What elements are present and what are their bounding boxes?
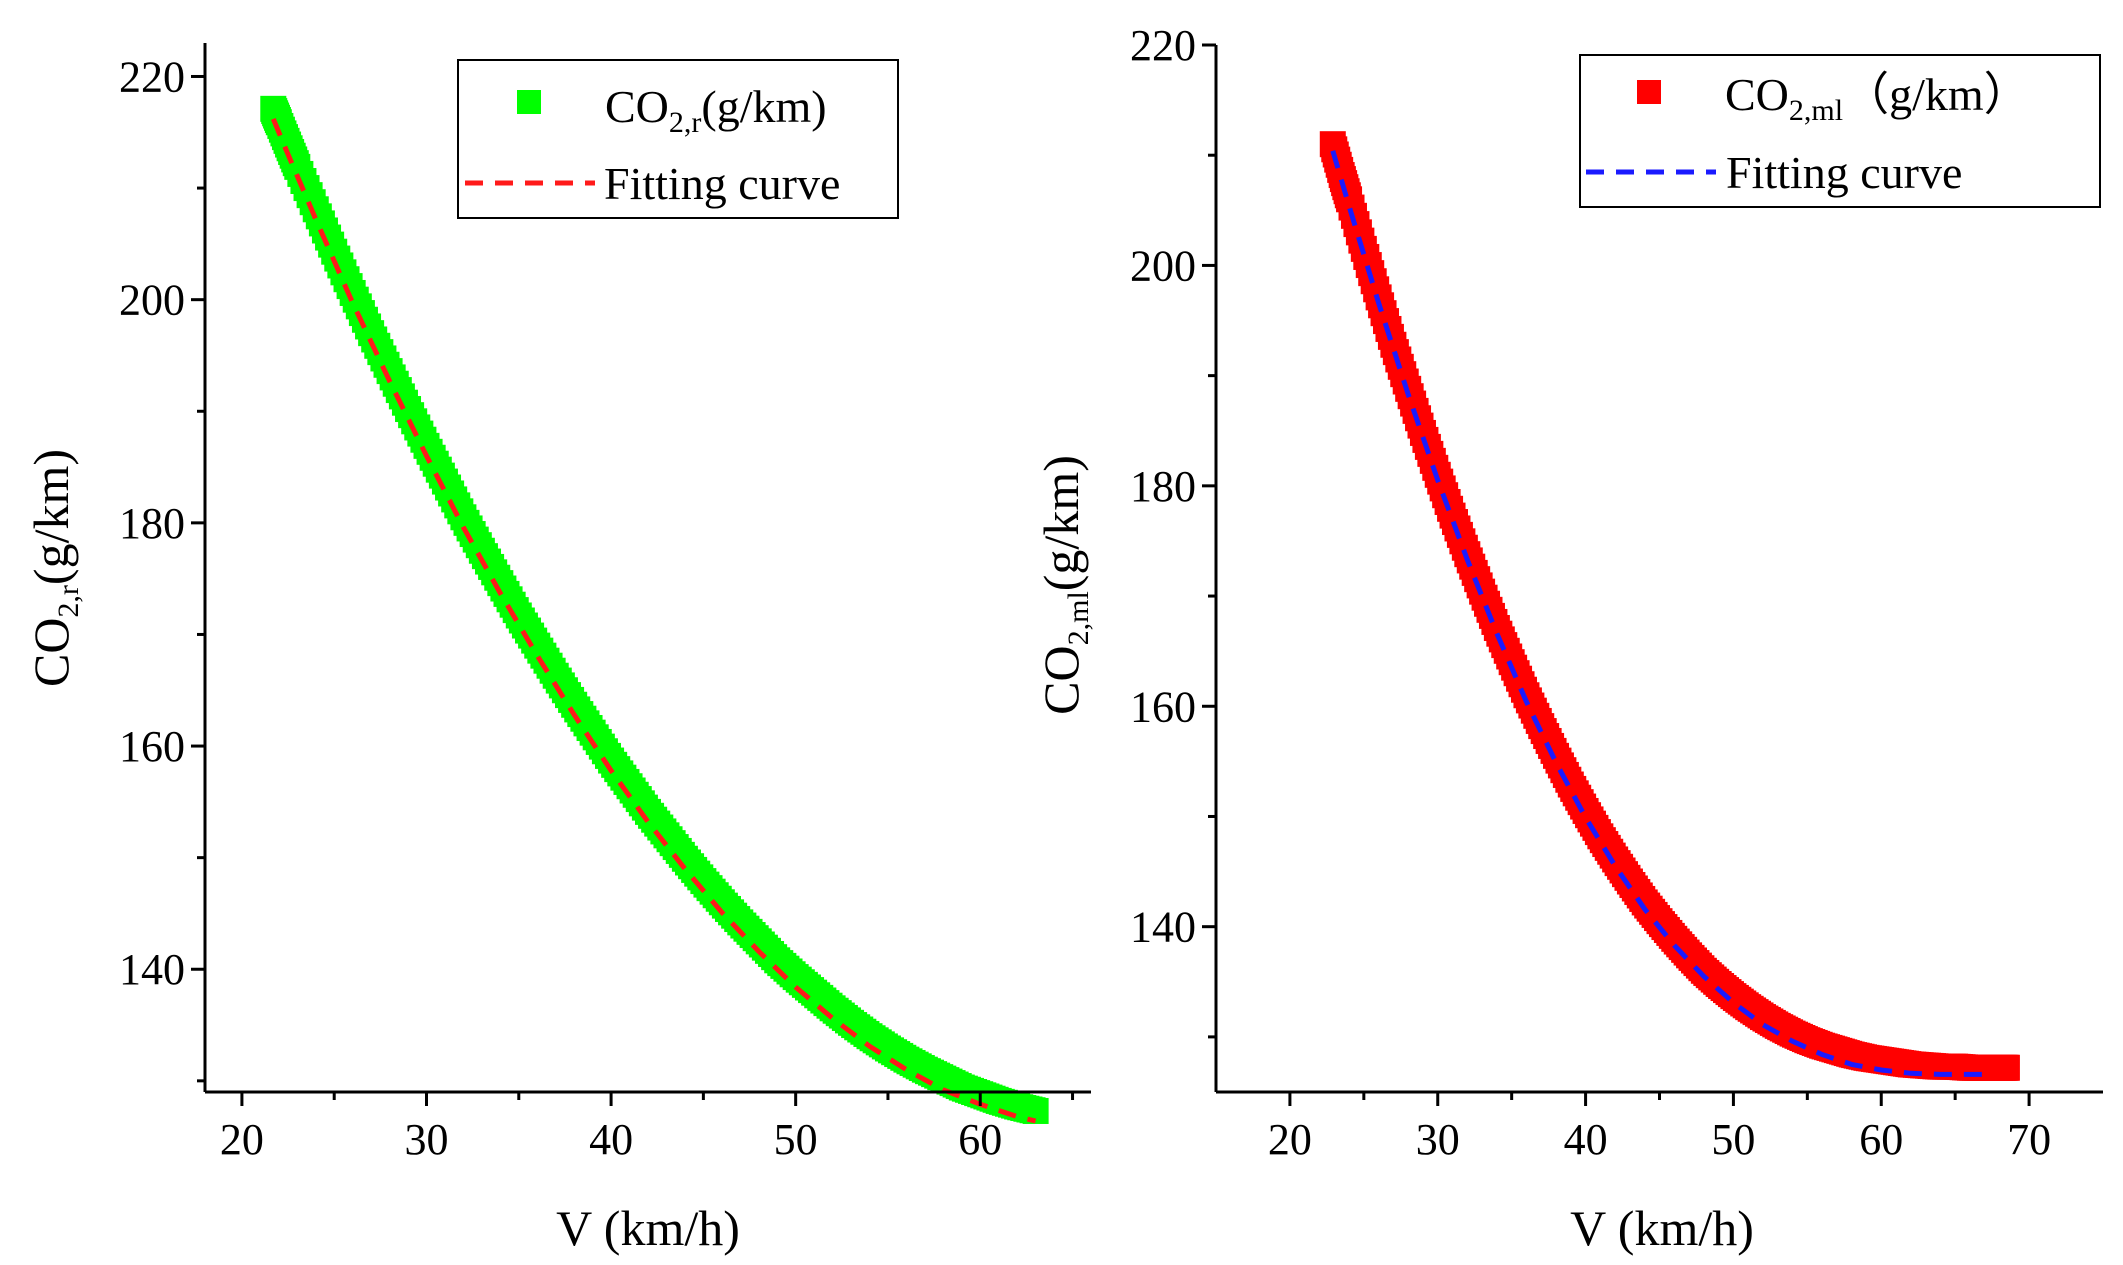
left-y-tick-label: 140 bbox=[119, 945, 185, 994]
right-legend-box bbox=[1579, 54, 2101, 208]
right-x-tick-label: 50 bbox=[1711, 1115, 1755, 1164]
right-x-axis-title: V (km/h) bbox=[1570, 1200, 1754, 1256]
right-y-tick-label: 180 bbox=[1130, 462, 1196, 511]
left-y-tick-label: 160 bbox=[119, 722, 185, 771]
left-legend-label-data: CO2,r(g/km) bbox=[605, 81, 827, 139]
right-y-tick-label: 140 bbox=[1130, 903, 1196, 952]
left-x-ticks: 20 30 40 50 60 bbox=[220, 1092, 1075, 1164]
left-legend-marker-green-square bbox=[517, 90, 541, 114]
left-x-axis-title: V (km/h) bbox=[556, 1200, 740, 1256]
right-x-tick-label: 30 bbox=[1416, 1115, 1460, 1164]
left-y-tick-label: 180 bbox=[119, 499, 185, 548]
right-legend-marker-red-square bbox=[1637, 80, 1661, 104]
left-x-tick-label: 30 bbox=[405, 1115, 449, 1164]
left-legend: CO2,r(g/km) Fitting curve bbox=[457, 59, 899, 219]
right-fitting-curve-line bbox=[1330, 150, 1985, 1077]
right-x-tick-label: 60 bbox=[1859, 1115, 1903, 1164]
left-legend-label-fit: Fitting curve bbox=[604, 158, 840, 209]
right-scatter-point bbox=[1993, 1054, 2020, 1081]
right-y-tick-label: 220 bbox=[1130, 21, 1196, 70]
right-legend-label-data: CO2,ml（g/km） bbox=[1725, 69, 2030, 127]
left-legend-box bbox=[457, 59, 899, 219]
right-y-axis-title: CO2,ml(g/km) bbox=[1033, 455, 1095, 715]
right-scatter-series bbox=[1319, 131, 2020, 1081]
left-fitting-curve-line bbox=[270, 117, 1037, 1124]
right-legend: CO2,ml（g/km） Fitting curve bbox=[1579, 54, 2101, 208]
right-y-tick-label: 160 bbox=[1130, 682, 1196, 731]
right-x-tick-label: 20 bbox=[1268, 1115, 1312, 1164]
right-y-tick-label: 200 bbox=[1130, 241, 1196, 290]
right-x-ticks: 20 30 40 50 60 70 bbox=[1268, 1092, 2051, 1164]
left-y-axis-title: CO2,r(g/km) bbox=[23, 449, 85, 687]
left-scatter-series bbox=[260, 95, 1049, 1124]
right-chart-panel: 20 30 40 50 60 70 140 160 180 200 220 V (km/h) CO… bbox=[1033, 21, 2103, 1256]
left-y-tick-label: 200 bbox=[119, 276, 185, 325]
left-x-tick-label: 40 bbox=[589, 1115, 633, 1164]
left-plot-marks bbox=[260, 95, 1049, 1124]
left-chart-panel: 20 30 40 50 60 140 160 180 200 220 V (km/h) CO2,… bbox=[23, 43, 1091, 1256]
right-x-tick-label: 70 bbox=[2007, 1115, 2051, 1164]
left-x-tick-label: 50 bbox=[774, 1115, 818, 1164]
left-x-tick-label: 20 bbox=[220, 1115, 264, 1164]
right-y-ticks: 140 160 180 200 220 bbox=[1130, 21, 1216, 1039]
left-y-tick-label: 220 bbox=[119, 52, 185, 101]
right-legend-label-fit: Fitting curve bbox=[1726, 147, 1962, 198]
left-x-tick-label: 60 bbox=[958, 1115, 1002, 1164]
left-y-ticks: 140 160 180 200 220 bbox=[119, 52, 205, 1083]
right-x-tick-label: 40 bbox=[1564, 1115, 1608, 1164]
right-plot-marks bbox=[1319, 131, 2020, 1081]
